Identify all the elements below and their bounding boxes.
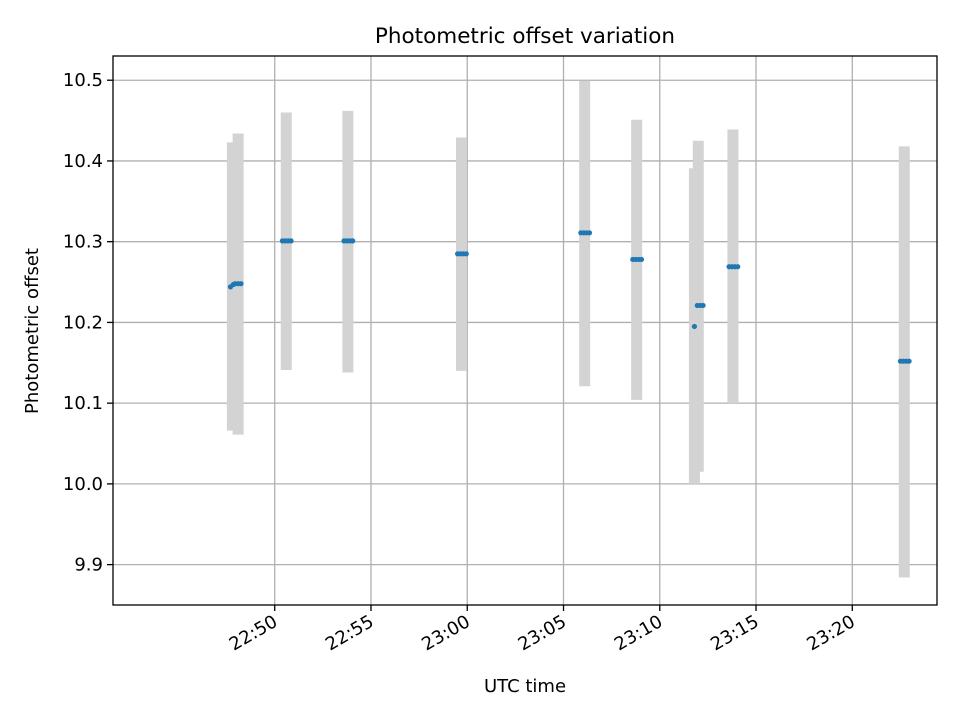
grid	[113, 56, 937, 605]
plot-area-frame	[112, 55, 938, 606]
y-tick-label: 10.4	[63, 151, 103, 172]
data-points	[227, 230, 912, 364]
y-tick-label: 10.3	[63, 232, 103, 253]
data-point	[350, 238, 356, 244]
data-point	[586, 230, 593, 236]
data-point	[735, 264, 741, 270]
data-point	[638, 256, 645, 263]
x-axis-label: UTC time	[484, 676, 566, 697]
y-tick-label: 10.5	[63, 70, 103, 91]
data-point	[691, 323, 698, 330]
data-point	[463, 251, 469, 257]
data-point	[288, 238, 294, 244]
y-tick-label: 10.1	[63, 393, 103, 414]
data-point	[906, 358, 912, 364]
y-axis-ticks: 9.9 10.0 10.1 10.2 10.3 10.4 10.5	[63, 70, 113, 576]
chart-title: Photometric offset variation	[375, 24, 675, 49]
data-point	[238, 281, 244, 287]
y-tick-label: 9.9	[74, 555, 103, 576]
y-tick-label: 10.0	[63, 474, 103, 495]
y-axis-label: Photometric offset	[22, 248, 43, 414]
y-tick-label: 10.2	[63, 312, 103, 333]
data-point	[700, 302, 706, 309]
